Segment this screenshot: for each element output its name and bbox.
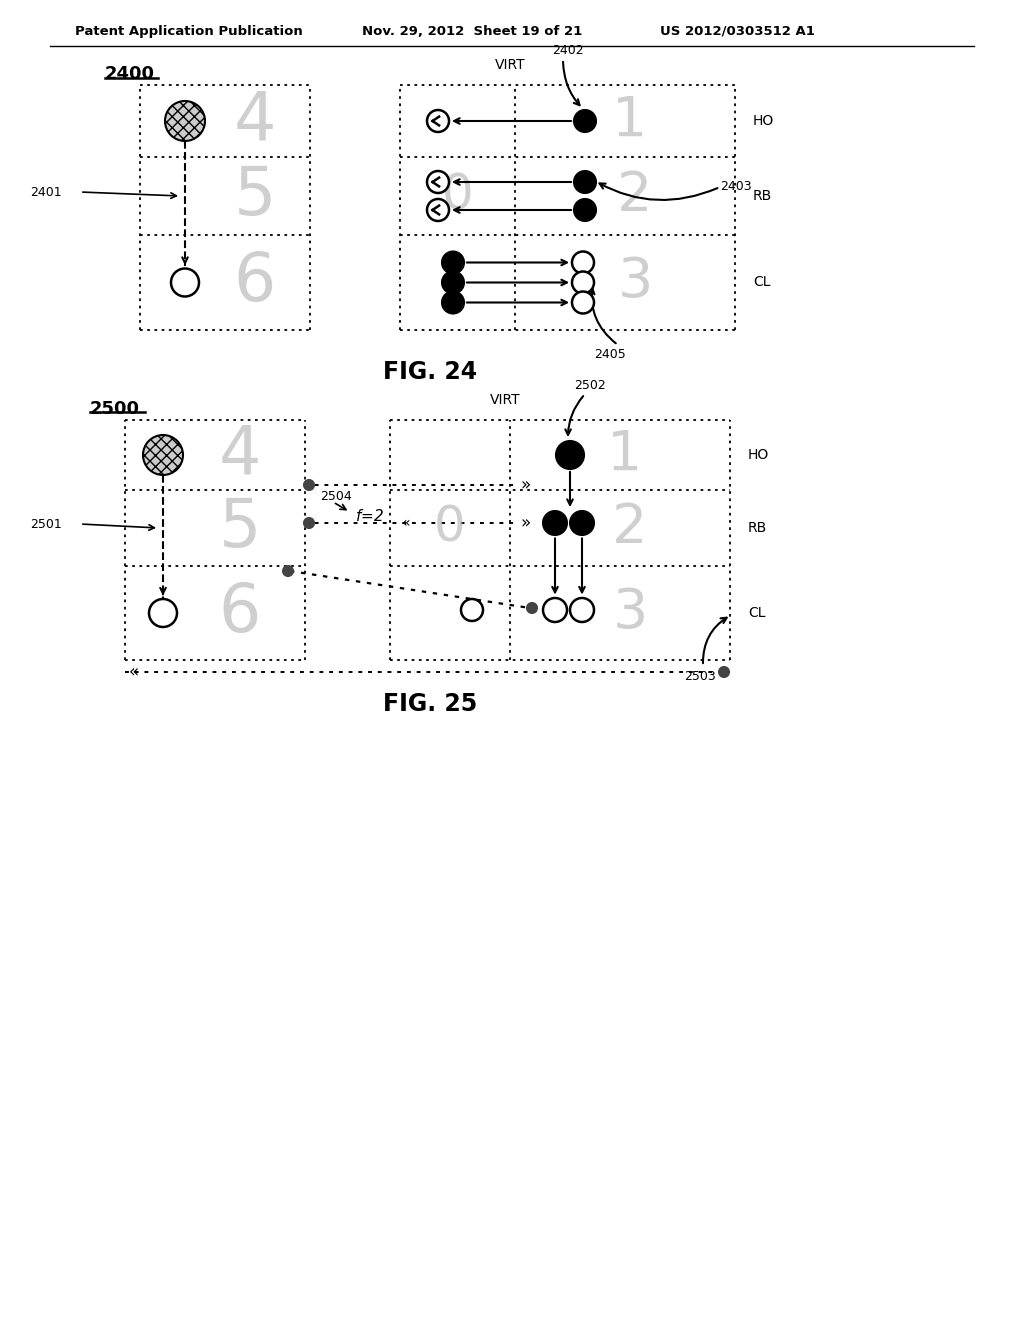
- Text: 2403: 2403: [720, 181, 752, 194]
- Text: 2400: 2400: [105, 65, 155, 83]
- Circle shape: [543, 598, 567, 622]
- Text: 3: 3: [617, 256, 652, 309]
- Text: 4: 4: [219, 422, 261, 488]
- Circle shape: [427, 110, 449, 132]
- Text: 5: 5: [219, 495, 261, 561]
- Text: $f$=2: $f$=2: [355, 508, 384, 524]
- Text: «: «: [402, 516, 411, 531]
- Text: 2: 2: [617, 169, 652, 223]
- Circle shape: [165, 102, 205, 141]
- Text: 2502: 2502: [574, 379, 606, 392]
- Circle shape: [570, 598, 594, 622]
- Text: 2402: 2402: [552, 44, 584, 57]
- Text: 2405: 2405: [594, 348, 626, 360]
- Circle shape: [572, 292, 594, 314]
- Circle shape: [556, 441, 584, 469]
- Text: 1: 1: [607, 428, 643, 482]
- Text: 2504: 2504: [319, 490, 352, 503]
- Circle shape: [171, 268, 199, 297]
- Text: CL: CL: [753, 276, 770, 289]
- Text: HO: HO: [748, 447, 769, 462]
- Text: »: »: [520, 477, 530, 494]
- Text: 5: 5: [233, 162, 276, 228]
- Text: CL: CL: [748, 606, 766, 620]
- Text: 2401: 2401: [31, 186, 62, 198]
- Circle shape: [461, 599, 483, 620]
- Text: 3: 3: [612, 586, 648, 640]
- Text: US 2012/0303512 A1: US 2012/0303512 A1: [660, 25, 815, 38]
- Text: 2: 2: [612, 502, 648, 554]
- Circle shape: [574, 172, 596, 193]
- Text: 2501: 2501: [31, 517, 62, 531]
- Circle shape: [304, 517, 314, 528]
- Text: 2503: 2503: [684, 671, 716, 682]
- Circle shape: [427, 172, 449, 193]
- Circle shape: [283, 566, 293, 576]
- Text: 2500: 2500: [90, 400, 140, 418]
- Text: «: «: [129, 663, 139, 681]
- Text: Nov. 29, 2012  Sheet 19 of 21: Nov. 29, 2012 Sheet 19 of 21: [362, 25, 583, 38]
- Circle shape: [572, 272, 594, 293]
- Text: 6: 6: [233, 249, 276, 315]
- Circle shape: [570, 511, 594, 535]
- Text: 1: 1: [612, 94, 647, 148]
- Circle shape: [304, 480, 314, 490]
- Circle shape: [527, 603, 537, 612]
- Circle shape: [427, 199, 449, 220]
- Text: 4: 4: [233, 88, 276, 154]
- Circle shape: [442, 292, 464, 314]
- Circle shape: [150, 599, 177, 627]
- Text: VIRT: VIRT: [489, 393, 520, 407]
- Circle shape: [442, 252, 464, 273]
- Text: 0: 0: [434, 504, 466, 552]
- Circle shape: [572, 252, 594, 273]
- Text: VIRT: VIRT: [495, 58, 525, 73]
- Text: RB: RB: [748, 521, 767, 535]
- Circle shape: [143, 436, 183, 475]
- Text: 0: 0: [441, 172, 473, 220]
- Text: FIG. 24: FIG. 24: [383, 360, 477, 384]
- Text: HO: HO: [753, 114, 774, 128]
- Circle shape: [543, 511, 567, 535]
- Text: Patent Application Publication: Patent Application Publication: [75, 25, 303, 38]
- Text: »: »: [520, 513, 530, 532]
- Text: FIG. 25: FIG. 25: [383, 692, 477, 715]
- Circle shape: [574, 199, 596, 220]
- Circle shape: [719, 667, 729, 677]
- Circle shape: [574, 110, 596, 132]
- Text: 6: 6: [219, 579, 261, 645]
- Text: RB: RB: [753, 189, 772, 203]
- Circle shape: [442, 272, 464, 293]
